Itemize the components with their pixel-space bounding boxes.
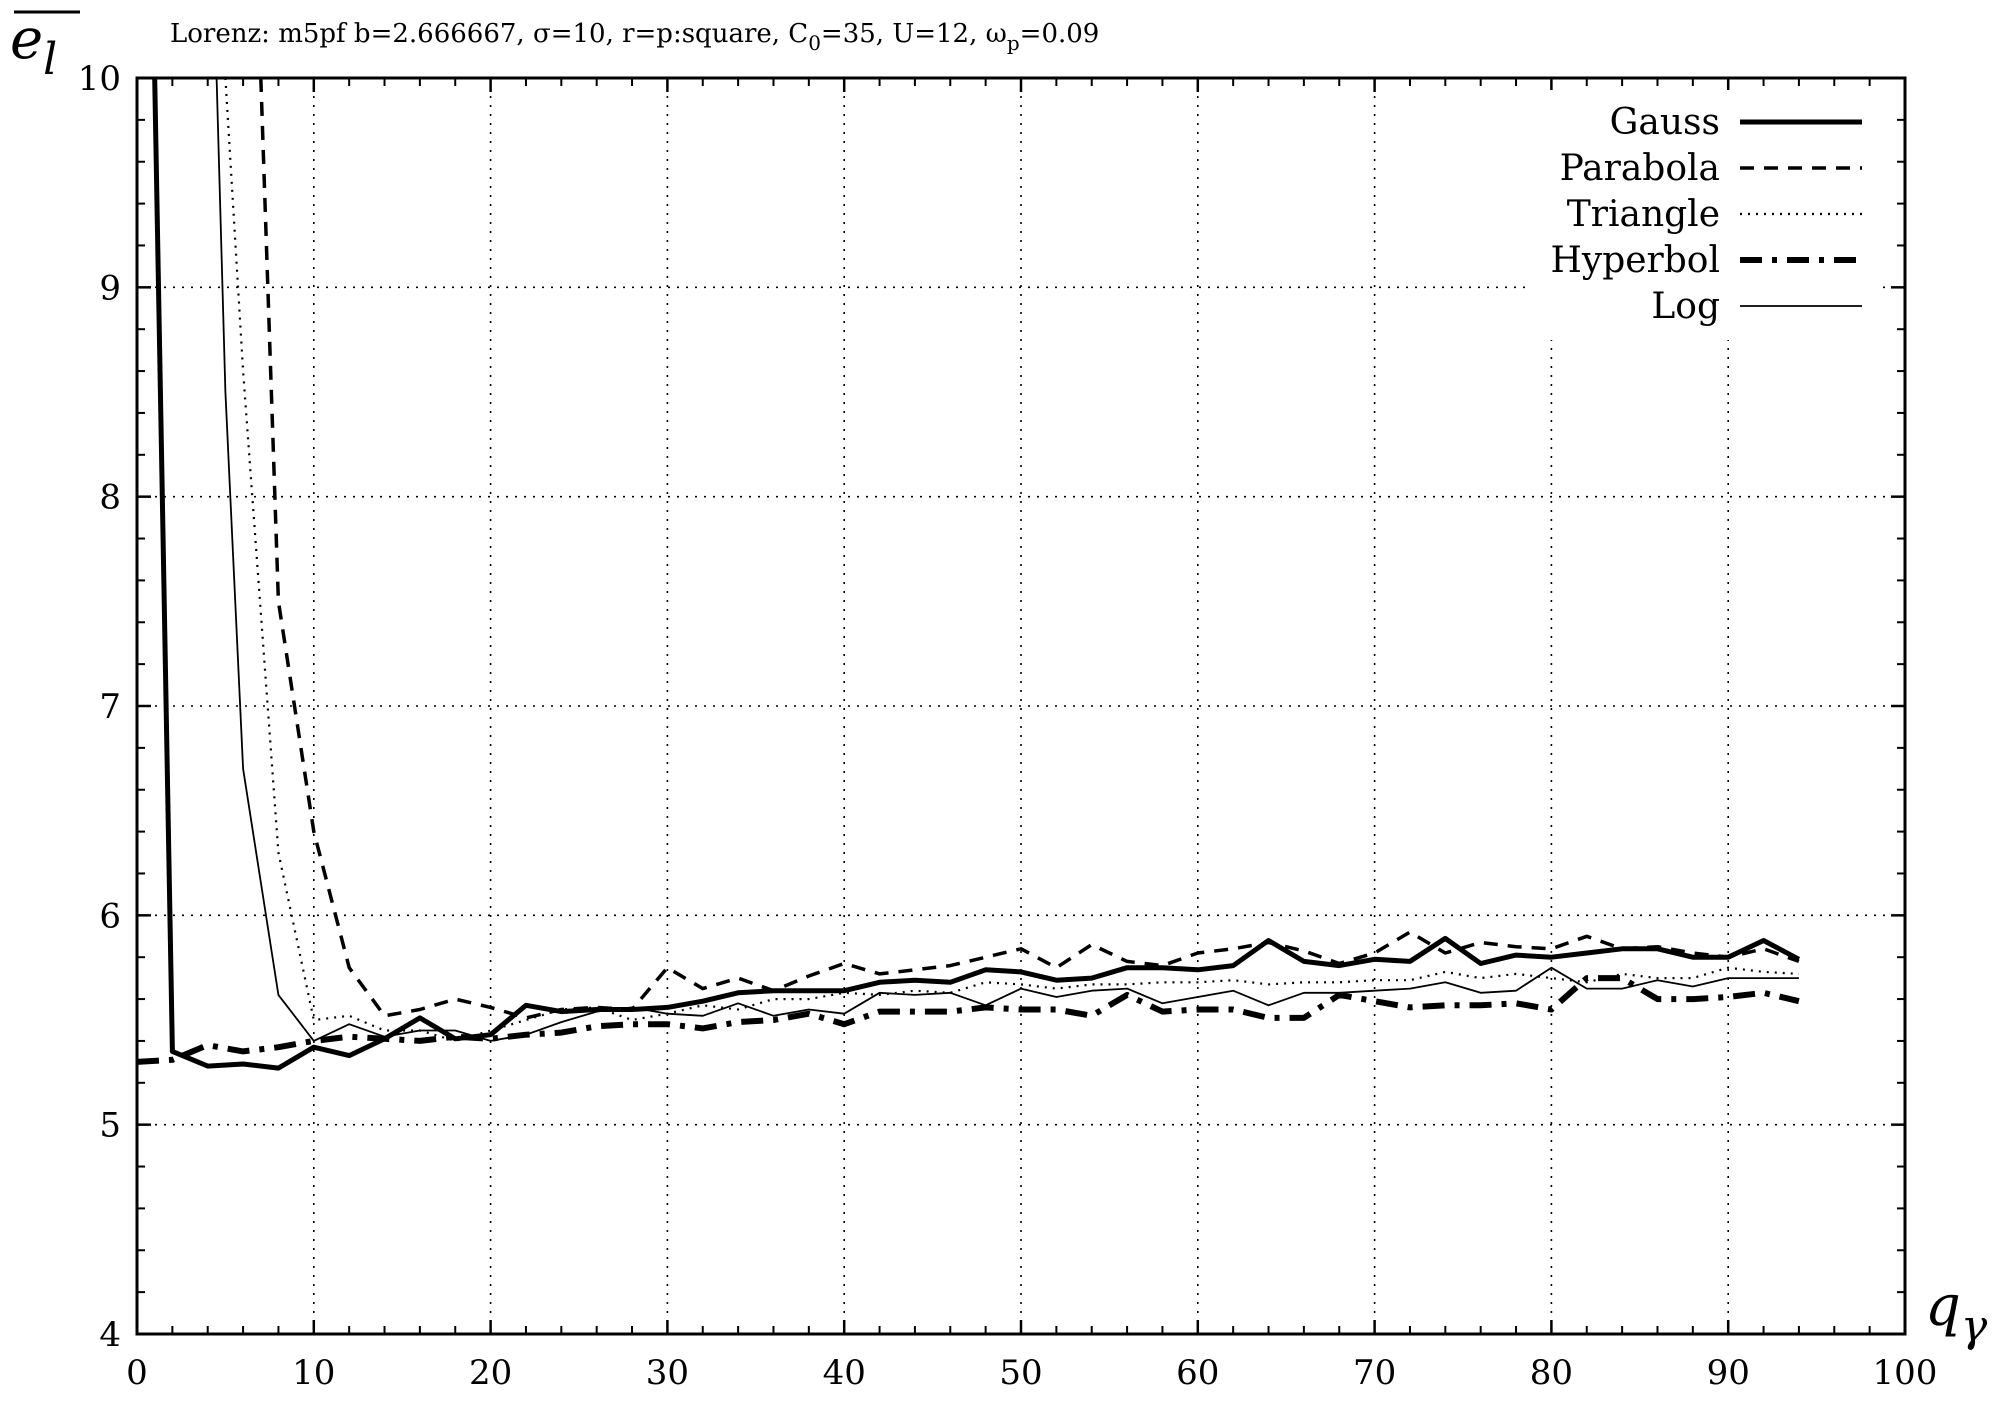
y-tick-label: 8: [99, 478, 121, 518]
x-tick-label: 50: [999, 1353, 1042, 1393]
plot-frame: [135, 76, 1907, 1336]
x-tick-label: 0: [126, 1353, 148, 1393]
series-line-log: [215, 78, 1799, 1042]
legend-label: Triangle: [1567, 194, 1720, 235]
series-line-gauss: [152, 78, 1801, 1071]
x-tick-label: 80: [1530, 1353, 1573, 1393]
legend-label: Parabola: [1560, 148, 1720, 189]
legend-label: Log: [1651, 286, 1720, 327]
legend-label: Gauss: [1610, 102, 1720, 143]
x-tick-label: 90: [1707, 1353, 1750, 1393]
x-axis-symbol: qγ: [1925, 1274, 1988, 1352]
y-tick-label: 6: [99, 896, 121, 936]
y-tick-label: 5: [99, 1106, 121, 1146]
y-tick-label: 10: [78, 59, 121, 99]
series-line-hyperbol: [137, 975, 1800, 1065]
y-axis-symbol: el: [10, 7, 57, 85]
chart-title: Lorenz: m5pf b=2.666667, σ=10, r=p:squar…: [170, 19, 1099, 55]
legend-label: Hyperbol: [1550, 240, 1720, 281]
legend: Gauss Parabola Triangle Hyperbol Log: [1530, 90, 1880, 340]
x-tick-label: 60: [1176, 1353, 1219, 1393]
y-tick-label: 9: [99, 268, 121, 308]
x-tick-label: 10: [292, 1353, 335, 1393]
x-tick-label: 20: [469, 1353, 512, 1393]
y-tick-label: 4: [99, 1315, 121, 1355]
grid-layer: [137, 78, 1905, 1334]
x-tick-label: 40: [823, 1353, 866, 1393]
series-line-parabola: [259, 78, 1800, 1020]
x-tick-label: 70: [1353, 1353, 1396, 1393]
y-tick-label: 7: [99, 687, 121, 727]
x-tick-label: 100: [1873, 1353, 1938, 1393]
x-tick-label: 30: [646, 1353, 689, 1393]
series-layer: [137, 78, 1801, 1071]
